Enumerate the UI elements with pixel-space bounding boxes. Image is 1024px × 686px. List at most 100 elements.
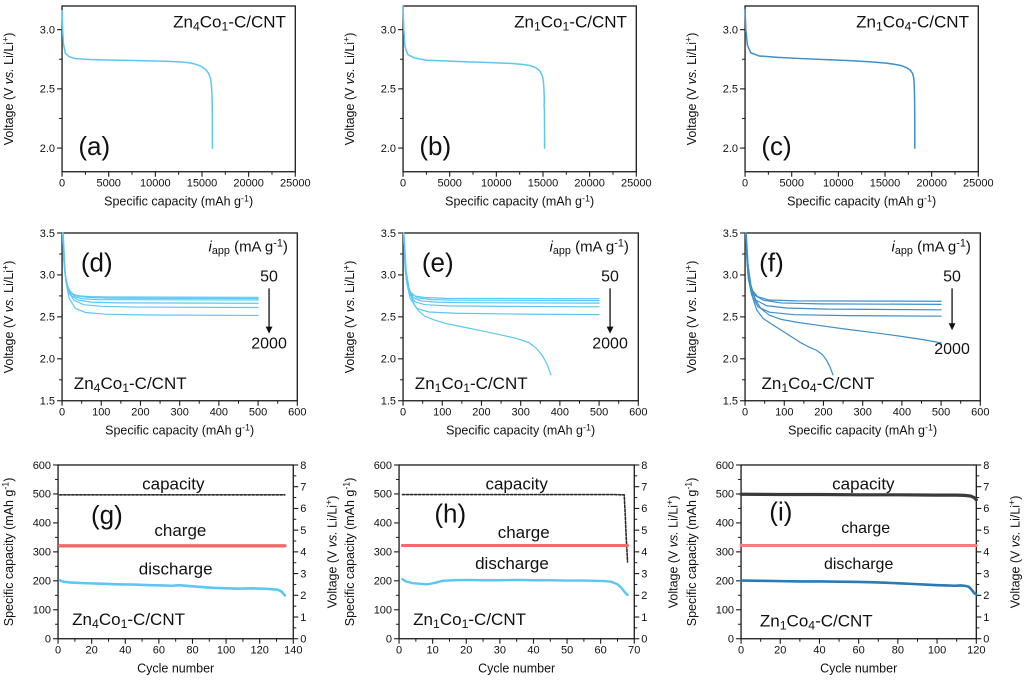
rate-arrowhead xyxy=(265,326,273,334)
annotation-text: capacity xyxy=(486,475,549,494)
annotation-text: 50 xyxy=(943,268,961,285)
y-tick-label: 2.5 xyxy=(381,311,396,323)
x-axis-title: Cycle number xyxy=(137,662,214,676)
y2-tick-label: 2 xyxy=(983,590,989,602)
y-tick-label: 200 xyxy=(715,576,733,588)
y-tick-label: 1.5 xyxy=(722,395,737,407)
panel-c: 0 5000 10000 15000 20000 25000 2.0 2.5 3.0 Specif… xyxy=(683,0,1024,229)
x-axis-title: Cycle number xyxy=(820,662,897,676)
panel-e-chart: 0 100 200 300 400 500 600 1.5 2.0 2.5 3.0 3.5 Specif… xyxy=(342,229,648,438)
x-tick-label: 20 xyxy=(460,645,472,657)
series-2000 xyxy=(62,232,259,316)
y-tick-label: 100 xyxy=(715,605,733,617)
annotation-text: Zn1Co1-C/CNT xyxy=(413,610,526,631)
annotation-text: (b) xyxy=(420,131,452,161)
annotation-text: 2000 xyxy=(934,340,970,357)
y2-tick-label: 7 xyxy=(983,482,989,494)
x-tick-label: 25000 xyxy=(621,178,652,190)
y-tick-label: 600 xyxy=(33,460,51,472)
y-tick-label: 500 xyxy=(33,489,51,501)
y2-tick-label: 4 xyxy=(642,547,648,559)
x-tick-label: 0 xyxy=(738,645,744,657)
annotation-text: (a) xyxy=(78,131,110,161)
x-tick-label: 100 xyxy=(433,406,451,418)
x-tick-label: 70 xyxy=(628,645,640,657)
x-tick-label: 10 xyxy=(427,645,439,657)
y-tick-label: 3.0 xyxy=(40,24,55,36)
y2-tick-label: 0 xyxy=(642,634,648,646)
x-tick-label: 200 xyxy=(473,406,491,418)
annotation-text: (c) xyxy=(761,131,791,161)
y-tick-label: 3.0 xyxy=(722,269,737,281)
y2-tick-label: 8 xyxy=(983,460,989,472)
x-tick-label: 0 xyxy=(55,645,61,657)
annotation-text: charge xyxy=(841,520,890,537)
y2-tick-label: 3 xyxy=(300,569,306,581)
panel-a: 0 5000 10000 15000 20000 25000 2.0 2.5 3.0 Specif… xyxy=(0,0,341,229)
x-tick-label: 600 xyxy=(288,406,306,418)
series-1000 xyxy=(745,232,942,344)
annotation-text: 2000 xyxy=(251,335,287,352)
y2-tick-label: 8 xyxy=(642,460,648,472)
annotation-text: Zn4Co1-C/CNT xyxy=(173,13,286,34)
annotation-text: capacity xyxy=(832,475,895,494)
x-tick-label: 500 xyxy=(932,406,950,418)
x-tick-label: 10000 xyxy=(140,178,171,190)
x-tick-label: 50 xyxy=(561,645,573,657)
x-tick-label: 300 xyxy=(853,406,871,418)
x-tick-label: 0 xyxy=(400,178,406,190)
annotation-text: (g) xyxy=(91,500,123,530)
x-axis-title: Cycle number xyxy=(478,662,555,676)
annotation-text: Zn1Co1-C/CNT xyxy=(415,374,528,395)
y-axis-title: Voltage (V vs. Li/Li+) xyxy=(342,260,357,373)
panel-i-chart: 0 20 40 60 80 100 1200100200300400500600012345… xyxy=(683,460,1022,676)
annotation-text: iapp (mA g-1) xyxy=(550,237,629,257)
y2-tick-label: 8 xyxy=(300,460,306,472)
y2-tick-label: 6 xyxy=(983,504,989,516)
x-tick-label: 5000 xyxy=(96,178,120,190)
x-tick-label: 200 xyxy=(814,406,832,418)
y-axis-title: Voltage (V vs. Li/Li+) xyxy=(342,33,357,146)
y2-tick-label: 1 xyxy=(300,612,306,624)
x-tick-label: 25000 xyxy=(280,178,311,190)
panel-g-chart: 0 20 40 60 80 100 120 1400100200300400500600012… xyxy=(1,460,340,676)
series-discharge xyxy=(402,5,546,149)
x-tick-label: 0 xyxy=(400,406,406,418)
x-tick-label: 600 xyxy=(629,406,647,418)
x-tick-label: 120 xyxy=(967,645,985,657)
x-tick-label: 5000 xyxy=(779,178,803,190)
x-tick-label: 400 xyxy=(210,406,228,418)
y-axis-title: Voltage (V vs. Li/Li+) xyxy=(1,33,16,146)
series-discharge xyxy=(743,8,916,149)
series-discharge xyxy=(61,9,214,149)
x-axis-title: Specific capacity (mAh g-1) xyxy=(445,193,594,208)
annotation-text: 2000 xyxy=(593,335,629,352)
x-tick-label: 10000 xyxy=(481,178,512,190)
y-axis-title: Specific capacity (mAh g-1) xyxy=(1,478,16,627)
panel-b-chart: 0 5000 10000 15000 20000 25000 2.0 2.5 3.0 Specif… xyxy=(342,5,652,209)
y-tick-label: 3.5 xyxy=(40,229,55,240)
annotation-text: Zn1Co4-C/CNT xyxy=(760,612,873,633)
x-tick-label: 300 xyxy=(512,406,530,418)
x-tick-label: 0 xyxy=(742,178,748,190)
plot-frame xyxy=(398,464,636,640)
y-tick-label: 2.5 xyxy=(722,311,737,323)
y-tick-label: 2.5 xyxy=(381,84,396,96)
series-capacity xyxy=(739,492,978,502)
y-axis-title: Specific capacity (mAh g-1) xyxy=(683,478,698,627)
x-tick-label: 80 xyxy=(891,645,903,657)
y-tick-label: 2.5 xyxy=(40,311,55,323)
y2-tick-label: 6 xyxy=(642,504,648,516)
y-tick-label: 2.0 xyxy=(40,353,55,365)
x-axis-title: Specific capacity (mAh g-1) xyxy=(104,193,253,208)
y-tick-label: 600 xyxy=(374,460,392,472)
y-tick-label: 0 xyxy=(386,634,392,646)
x-tick-label: 120 xyxy=(251,645,269,657)
panel-i: 0 20 40 60 80 100 120 0 100 200 300 400 500 600 0 1 2 3 4 5… xyxy=(683,457,1024,686)
annotation-text: iapp (mA g-1) xyxy=(209,237,288,257)
y2-axis-title: Voltage (V vs. Li/Li+) xyxy=(665,496,680,609)
y-tick-label: 2.0 xyxy=(381,353,396,365)
y-tick-label: 3.0 xyxy=(722,24,737,36)
y-tick-label: 3.0 xyxy=(381,269,396,281)
annotation-text: Zn4Co1-C/CNT xyxy=(72,610,185,631)
